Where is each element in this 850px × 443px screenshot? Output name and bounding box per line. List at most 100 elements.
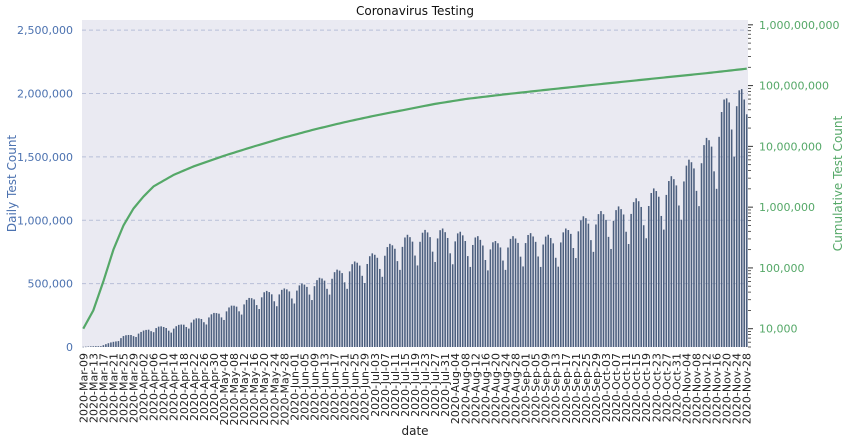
daily-bar (615, 210, 617, 347)
daily-bar (185, 326, 188, 347)
x-tick-label: 2020-Sep-21 (570, 353, 583, 424)
daily-bar (529, 233, 532, 347)
daily-bar (235, 306, 238, 347)
x-tick-label: 2020-Oct-15 (630, 353, 643, 422)
x-tick-label: 2020-Sep-17 (560, 353, 573, 424)
daily-bar (265, 290, 268, 347)
x-tick-label: 2020-Nov-20 (721, 353, 734, 424)
daily-bar (306, 286, 308, 347)
daily-bar (592, 251, 595, 347)
daily-bar (406, 234, 409, 347)
x-tick-label: 2020-Aug-12 (469, 353, 482, 424)
daily-bar (552, 243, 555, 347)
x-tick-label: 2020-Mar-25 (117, 353, 130, 423)
daily-bar (288, 291, 291, 347)
daily-bar (620, 209, 622, 347)
daily-bar (688, 159, 690, 347)
x-tick-label: 2020-Apr-02 (138, 353, 151, 421)
daily-bar (225, 311, 228, 347)
daily-bar (499, 247, 502, 347)
x-tick-label: 2020-Oct-11 (620, 353, 633, 422)
daily-bar (477, 236, 479, 347)
daily-bar (142, 330, 145, 347)
x-tick-label: 2020-Aug-28 (510, 353, 523, 424)
daily-bar (125, 335, 127, 347)
daily-bar (652, 188, 655, 347)
daily-bar (341, 273, 343, 347)
daily-bar (228, 307, 230, 347)
daily-bar (122, 336, 125, 347)
daily-bar (675, 185, 678, 347)
daily-bar (160, 326, 162, 347)
daily-bar (258, 309, 260, 347)
daily-bar (270, 294, 273, 347)
left-tick-label: 2,000,000 (17, 88, 73, 101)
daily-bar (120, 338, 122, 347)
daily-bar (705, 137, 708, 347)
chart-title: Coronavirus Testing (356, 4, 474, 18)
daily-bar (456, 233, 459, 347)
daily-bar (723, 99, 725, 347)
x-tick-label: 2020-Nov-12 (701, 353, 714, 424)
daily-bar (713, 171, 715, 347)
daily-bar (700, 163, 703, 347)
daily-bar (278, 294, 281, 347)
daily-bar (622, 214, 625, 347)
daily-bar (673, 179, 675, 347)
x-tick-label: 2020-May-20 (258, 353, 271, 425)
daily-bar (451, 264, 454, 347)
daily-bar (632, 202, 635, 347)
x-tick-label: 2020-Nov-28 (741, 353, 754, 424)
x-tick-label: 2020-Jul-23 (419, 353, 432, 417)
x-tick-label: 2020-May-04 (218, 353, 231, 425)
daily-bar (253, 299, 255, 347)
daily-bar (130, 334, 132, 347)
daily-bar (658, 196, 660, 347)
daily-bar (640, 206, 642, 347)
daily-bar (298, 285, 301, 347)
daily-bar (399, 269, 401, 347)
daily-bar (730, 129, 733, 347)
daily-bar (215, 313, 218, 347)
daily-bar (502, 260, 504, 347)
daily-bar (318, 277, 321, 347)
daily-bar (693, 168, 695, 347)
x-tick-label: 2020-Jul-27 (429, 353, 442, 417)
x-axis-ticks: 2020-Mar-092020-Mar-132020-Mar-172020-Ma… (77, 353, 753, 425)
daily-bar (585, 218, 587, 347)
daily-bar (466, 256, 469, 347)
daily-bar (150, 331, 152, 347)
daily-bar (371, 253, 374, 347)
x-tick-label: 2020-Sep-09 (540, 353, 553, 424)
daily-bar (715, 188, 718, 347)
daily-bar (260, 297, 263, 347)
daily-bar (308, 294, 311, 347)
daily-bar (554, 257, 557, 347)
daily-bar (524, 243, 527, 347)
daily-bar (607, 236, 610, 347)
daily-bar (198, 318, 200, 347)
daily-bar (394, 248, 396, 347)
daily-test-bars (82, 89, 748, 348)
x-tick-label: 2020-Aug-04 (449, 353, 462, 424)
daily-bar (534, 241, 537, 347)
daily-bar (474, 237, 477, 347)
daily-bar (482, 245, 484, 347)
daily-bar (680, 219, 683, 347)
daily-bar (293, 303, 296, 347)
x-tick-label: 2020-Jul-31 (439, 353, 452, 417)
x-tick-label: 2020-Jul-19 (409, 353, 422, 417)
daily-bar (220, 317, 223, 347)
daily-bar (655, 191, 658, 347)
daily-bar (326, 288, 328, 347)
x-tick-label: 2020-Nov-16 (711, 353, 724, 424)
x-tick-label: 2020-Sep-25 (580, 353, 593, 424)
daily-bar (539, 266, 542, 347)
left-tick-label: 0 (66, 341, 73, 354)
daily-bar (497, 243, 499, 347)
x-tick-label: 2020-Jul-03 (369, 353, 382, 417)
daily-bar (522, 266, 524, 347)
daily-bar (316, 280, 318, 347)
daily-bar (570, 233, 572, 347)
daily-bar (565, 228, 567, 347)
